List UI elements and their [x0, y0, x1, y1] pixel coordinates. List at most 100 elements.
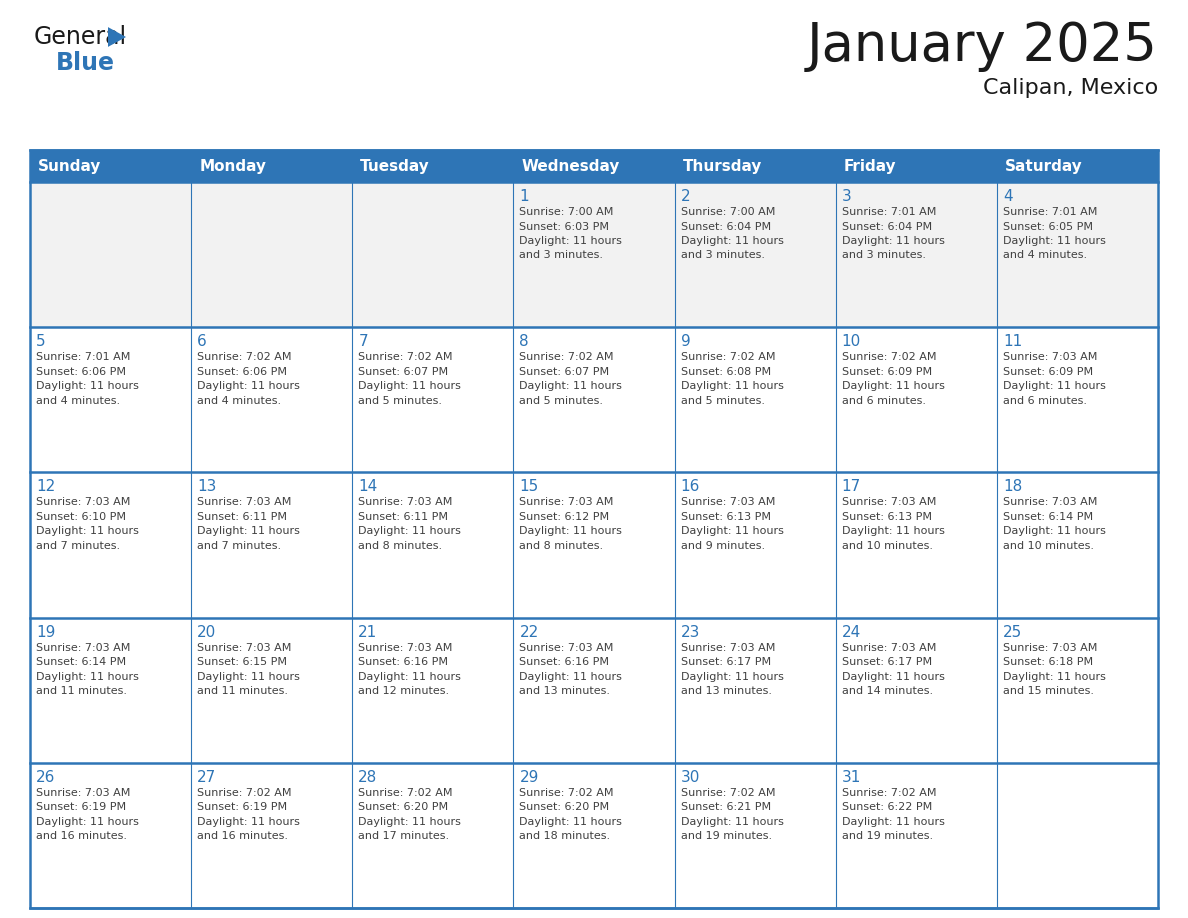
Text: Sunrise: 7:03 AM: Sunrise: 7:03 AM	[842, 498, 936, 508]
Text: Sunset: 6:10 PM: Sunset: 6:10 PM	[36, 512, 126, 522]
Text: Sunrise: 7:02 AM: Sunrise: 7:02 AM	[681, 353, 775, 363]
Text: and 19 minutes.: and 19 minutes.	[681, 832, 772, 841]
Text: Sunrise: 7:03 AM: Sunrise: 7:03 AM	[197, 498, 291, 508]
Text: Daylight: 11 hours: Daylight: 11 hours	[681, 817, 783, 827]
Text: Sunset: 6:04 PM: Sunset: 6:04 PM	[842, 221, 931, 231]
Bar	[675, 473, 835, 618]
Text: Sunrise: 7:03 AM: Sunrise: 7:03 AM	[681, 498, 775, 508]
Text: Daylight: 11 hours: Daylight: 11 hours	[681, 672, 783, 681]
Text: Sunrise: 7:03 AM: Sunrise: 7:03 AM	[36, 788, 131, 798]
Text: Daylight: 11 hours: Daylight: 11 hours	[519, 817, 623, 827]
Text: and 7 minutes.: and 7 minutes.	[36, 541, 120, 551]
Text: and 6 minutes.: and 6 minutes.	[1003, 396, 1087, 406]
Text: and 10 minutes.: and 10 minutes.	[1003, 541, 1094, 551]
Text: Daylight: 11 hours: Daylight: 11 hours	[36, 381, 139, 391]
Bar	[835, 327, 997, 473]
Text: Sunset: 6:07 PM: Sunset: 6:07 PM	[519, 366, 609, 376]
Text: Sunrise: 7:03 AM: Sunrise: 7:03 AM	[197, 643, 291, 653]
Text: Daylight: 11 hours: Daylight: 11 hours	[359, 526, 461, 536]
Text: Sunset: 6:11 PM: Sunset: 6:11 PM	[197, 512, 287, 522]
Bar	[675, 182, 835, 327]
Text: Daylight: 11 hours: Daylight: 11 hours	[359, 381, 461, 391]
Text: Sunset: 6:14 PM: Sunset: 6:14 PM	[1003, 512, 1093, 522]
Text: Wednesday: Wednesday	[522, 159, 620, 174]
Text: Sunrise: 7:01 AM: Sunrise: 7:01 AM	[36, 353, 131, 363]
Bar	[997, 618, 1158, 763]
Text: Sunset: 6:06 PM: Sunset: 6:06 PM	[197, 366, 287, 376]
Bar	[675, 618, 835, 763]
Text: Sunrise: 7:02 AM: Sunrise: 7:02 AM	[197, 353, 291, 363]
Text: 14: 14	[359, 479, 378, 495]
Text: Daylight: 11 hours: Daylight: 11 hours	[842, 672, 944, 681]
Text: Daylight: 11 hours: Daylight: 11 hours	[1003, 526, 1106, 536]
Text: Daylight: 11 hours: Daylight: 11 hours	[842, 236, 944, 246]
Text: 8: 8	[519, 334, 529, 349]
Bar	[513, 618, 675, 763]
Bar	[30, 182, 191, 327]
Bar	[513, 473, 675, 618]
Text: Daylight: 11 hours: Daylight: 11 hours	[36, 526, 139, 536]
Bar	[997, 327, 1158, 473]
Text: and 14 minutes.: and 14 minutes.	[842, 686, 933, 696]
Text: Sunset: 6:05 PM: Sunset: 6:05 PM	[1003, 221, 1093, 231]
Text: and 9 minutes.: and 9 minutes.	[681, 541, 765, 551]
Text: Sunrise: 7:02 AM: Sunrise: 7:02 AM	[842, 788, 936, 798]
Text: 28: 28	[359, 770, 378, 785]
Bar	[191, 182, 353, 327]
Text: Daylight: 11 hours: Daylight: 11 hours	[519, 526, 623, 536]
Text: 11: 11	[1003, 334, 1022, 349]
Text: and 18 minutes.: and 18 minutes.	[519, 832, 611, 841]
Bar	[513, 182, 675, 327]
Text: Saturday: Saturday	[1005, 159, 1082, 174]
Text: 3: 3	[842, 189, 852, 204]
Text: Sunset: 6:14 PM: Sunset: 6:14 PM	[36, 657, 126, 667]
Text: 18: 18	[1003, 479, 1022, 495]
Text: and 5 minutes.: and 5 minutes.	[681, 396, 765, 406]
Text: Daylight: 11 hours: Daylight: 11 hours	[36, 817, 139, 827]
Text: Sunrise: 7:03 AM: Sunrise: 7:03 AM	[359, 643, 453, 653]
Text: and 4 minutes.: and 4 minutes.	[1003, 251, 1087, 261]
Text: 26: 26	[36, 770, 56, 785]
Text: Sunset: 6:07 PM: Sunset: 6:07 PM	[359, 366, 448, 376]
Text: Daylight: 11 hours: Daylight: 11 hours	[197, 817, 301, 827]
Bar	[835, 473, 997, 618]
Text: and 3 minutes.: and 3 minutes.	[842, 251, 925, 261]
Text: Sunrise: 7:02 AM: Sunrise: 7:02 AM	[359, 788, 453, 798]
Text: Daylight: 11 hours: Daylight: 11 hours	[1003, 236, 1106, 246]
Text: Sunset: 6:20 PM: Sunset: 6:20 PM	[519, 802, 609, 812]
Text: Sunrise: 7:03 AM: Sunrise: 7:03 AM	[842, 643, 936, 653]
Text: Daylight: 11 hours: Daylight: 11 hours	[197, 672, 301, 681]
Text: and 5 minutes.: and 5 minutes.	[359, 396, 442, 406]
Text: Sunrise: 7:02 AM: Sunrise: 7:02 AM	[359, 353, 453, 363]
Text: Sunrise: 7:03 AM: Sunrise: 7:03 AM	[519, 643, 614, 653]
Text: and 13 minutes.: and 13 minutes.	[681, 686, 771, 696]
Text: Sunset: 6:15 PM: Sunset: 6:15 PM	[197, 657, 287, 667]
Text: and 8 minutes.: and 8 minutes.	[359, 541, 442, 551]
Text: Daylight: 11 hours: Daylight: 11 hours	[1003, 381, 1106, 391]
Text: 13: 13	[197, 479, 216, 495]
Text: Sunrise: 7:03 AM: Sunrise: 7:03 AM	[36, 643, 131, 653]
Text: Sunset: 6:08 PM: Sunset: 6:08 PM	[681, 366, 771, 376]
Text: Calipan, Mexico: Calipan, Mexico	[982, 78, 1158, 98]
Bar	[30, 327, 191, 473]
Text: Sunrise: 7:03 AM: Sunrise: 7:03 AM	[36, 498, 131, 508]
Text: and 11 minutes.: and 11 minutes.	[197, 686, 289, 696]
Text: Daylight: 11 hours: Daylight: 11 hours	[842, 526, 944, 536]
Text: 21: 21	[359, 624, 378, 640]
Bar	[30, 473, 191, 618]
Text: Sunset: 6:04 PM: Sunset: 6:04 PM	[681, 221, 771, 231]
Bar	[513, 763, 675, 908]
Text: 27: 27	[197, 770, 216, 785]
Text: Daylight: 11 hours: Daylight: 11 hours	[519, 236, 623, 246]
Text: Sunset: 6:21 PM: Sunset: 6:21 PM	[681, 802, 771, 812]
Text: Daylight: 11 hours: Daylight: 11 hours	[519, 672, 623, 681]
Text: General: General	[34, 25, 127, 49]
Bar	[513, 327, 675, 473]
Text: 7: 7	[359, 334, 368, 349]
Text: Daylight: 11 hours: Daylight: 11 hours	[197, 381, 301, 391]
Text: and 5 minutes.: and 5 minutes.	[519, 396, 604, 406]
Bar	[675, 763, 835, 908]
Text: 5: 5	[36, 334, 45, 349]
Text: Sunrise: 7:02 AM: Sunrise: 7:02 AM	[842, 353, 936, 363]
Text: Sunrise: 7:03 AM: Sunrise: 7:03 AM	[1003, 498, 1098, 508]
